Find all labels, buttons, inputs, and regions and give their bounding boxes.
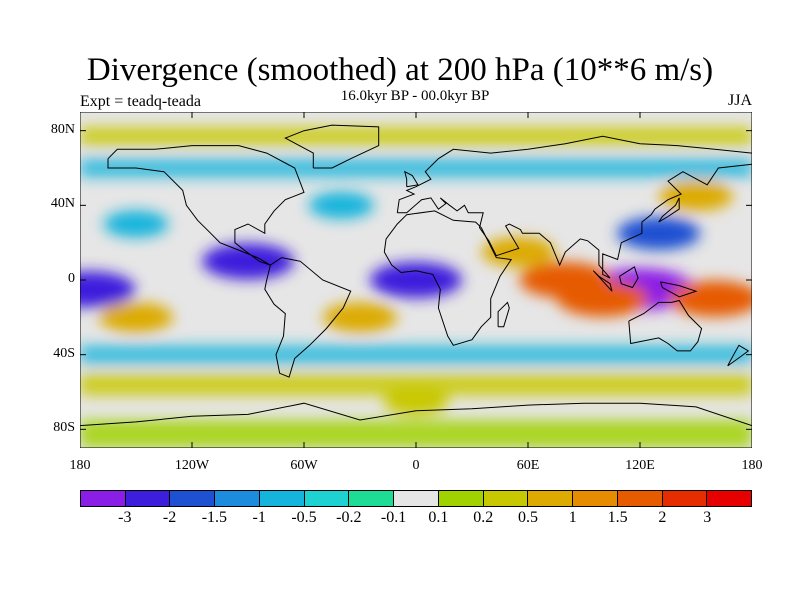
coastline (80, 402, 752, 427)
coastline (383, 210, 513, 346)
x-tick-label: 120E (625, 458, 655, 473)
divergence-cell (308, 191, 374, 219)
x-tick-label: 180 (741, 458, 763, 473)
y-tick-label: 80N (50, 121, 75, 137)
coastline (619, 266, 639, 289)
divergence-cell (659, 181, 733, 211)
colorbar-label: -0.2 (336, 509, 362, 526)
coastline (107, 145, 305, 266)
x-tick-label: 120W (174, 458, 210, 473)
divergence-cell (103, 210, 169, 238)
map-panel (79, 111, 753, 449)
colorbar-label: 2 (658, 509, 667, 526)
experiment-label: Expt = teadq-teada (80, 93, 201, 110)
divergence-cell (80, 271, 136, 308)
colorbar-segment (80, 490, 126, 507)
zonal-band (80, 373, 752, 396)
colorbar-segment (483, 490, 529, 507)
coastline (404, 170, 419, 188)
colorbar (80, 490, 753, 507)
colorbar-label: 0.1 (428, 509, 449, 526)
x-tick-label: 60E (516, 458, 540, 473)
colorbar-label: 3 (703, 509, 712, 526)
zonal-band (80, 345, 752, 364)
colorbar-label: 0.5 (518, 509, 538, 526)
colorbar-label: -0.5 (291, 509, 317, 526)
y-tick-label: 40N (50, 196, 75, 212)
colorbar-segment (304, 490, 350, 507)
divergence-map (79, 111, 753, 449)
colorbar-label: -1.5 (201, 509, 228, 526)
colorbar-segment (125, 490, 171, 507)
divergence-cell (617, 216, 701, 250)
colorbar-label: -2 (162, 509, 177, 526)
chart-title: Divergence (smoothed) at 200 hPa (10**6 … (86, 52, 714, 88)
colorbar-segment (259, 490, 305, 507)
colorbar-label: -1 (252, 509, 266, 526)
colorbar-segment (707, 490, 753, 507)
x-tick-label: 180 (69, 458, 91, 473)
colorbar-label: 0.2 (473, 509, 494, 526)
divergence-cell (99, 302, 173, 333)
y-tick-label: 0 (68, 271, 75, 286)
coastline (658, 197, 680, 223)
colorbar-label: -0.1 (380, 509, 407, 526)
coastline (264, 257, 352, 378)
divergence-cell (668, 280, 752, 317)
divergence-cell (370, 262, 462, 298)
coastline (396, 135, 752, 279)
colorbar-segment (528, 490, 574, 507)
colorbar-segment (170, 490, 216, 507)
divergence-cell (202, 243, 294, 280)
colorbar-segment (215, 490, 260, 507)
colorbar-segment (662, 490, 708, 507)
zonal-band (80, 158, 752, 178)
colorbar-segment (349, 490, 395, 507)
divergence-cell (323, 302, 397, 333)
colorbar-label: 1 (568, 509, 577, 526)
colorbar-frame (80, 490, 752, 507)
coastline (284, 124, 380, 169)
zonal-band (80, 126, 752, 146)
colorbar-segment (617, 490, 663, 507)
coastline (727, 344, 750, 367)
chart-subtitle: 16.0kyr BP - 00.0kyr BP (340, 88, 490, 104)
colorbar-label: -3 (118, 509, 132, 526)
coastline (660, 281, 698, 298)
coastline (497, 301, 510, 328)
divergence-cell (556, 280, 649, 317)
x-tick-label: 60W (290, 458, 318, 473)
season-label: JJA (727, 92, 752, 109)
x-tick-label: 0 (412, 458, 420, 473)
divergence-cell (481, 237, 556, 267)
coastline (592, 270, 613, 292)
colorbar-segment (394, 490, 439, 507)
y-tick-label: 40S (53, 345, 75, 361)
divergence-cell (383, 387, 449, 415)
y-tick-label: 80S (53, 420, 75, 436)
colorbar-segment (573, 490, 618, 507)
colorbar-label: 1.5 (607, 509, 628, 526)
colorbar-segment (438, 490, 484, 507)
coastline (628, 299, 703, 352)
